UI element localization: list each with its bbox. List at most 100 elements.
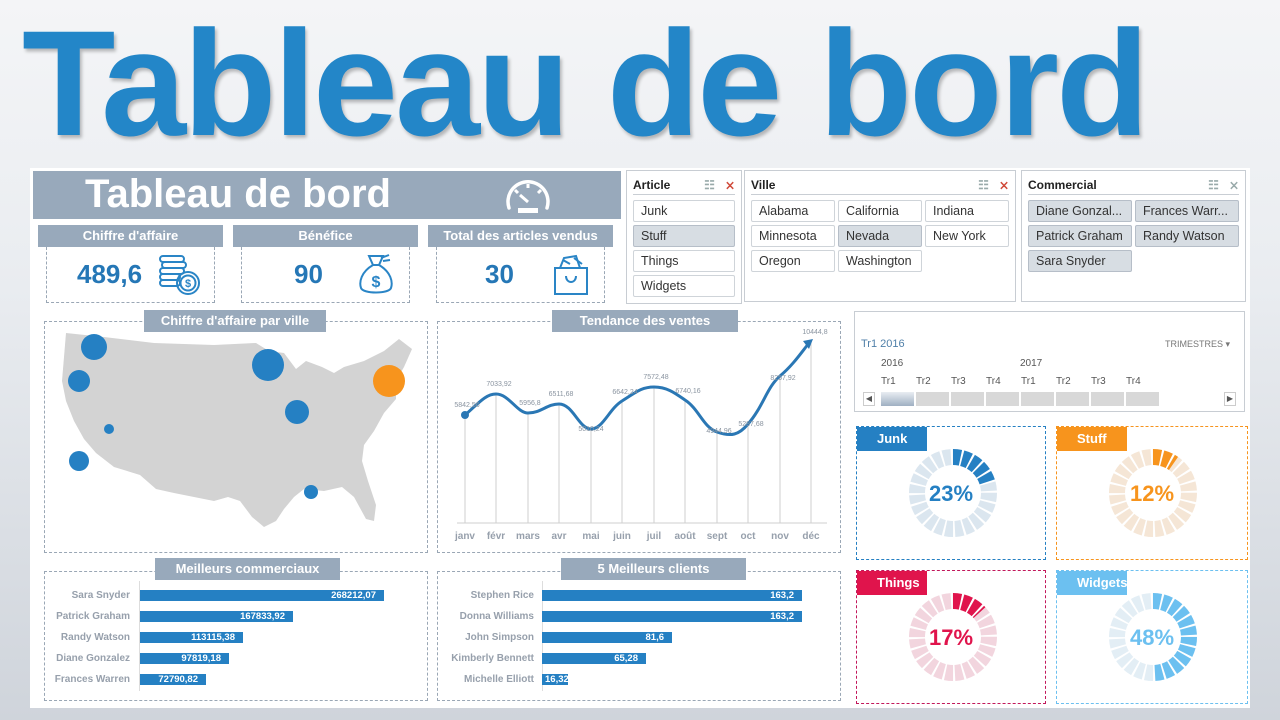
donut-label: Things — [857, 571, 927, 595]
multi-select-icon[interactable]: ☷ — [1208, 177, 1219, 192]
timeline-cell[interactable] — [951, 392, 984, 406]
slicer-item-oregon[interactable]: Oregon — [751, 250, 835, 272]
timeline-scroll-left[interactable]: ◀ — [863, 392, 875, 406]
slicer-item-diane-gonzalez[interactable]: Diane Gonzal... — [1028, 200, 1132, 222]
slicer-title: Article — [633, 177, 671, 192]
donut-chart-things — [909, 593, 997, 681]
slicer-item-patrick-graham[interactable]: Patrick Graham — [1028, 225, 1132, 247]
bubble-oregon — [68, 370, 90, 392]
bar-row: Randy Watson 113115,38 — [44, 631, 243, 643]
slicer-commercial: Commercial ☷ ⨯ Diane Gonzal... Frances W… — [1021, 170, 1246, 302]
bubble-indiana — [285, 400, 309, 424]
svg-text:$: $ — [372, 274, 381, 291]
donut-chart-stuff — [1109, 449, 1197, 537]
point-label: 5010,24 — [578, 426, 603, 433]
donut-card-things: Things 17% — [856, 570, 1046, 704]
kpi-card-revenue: Chiffre d'affaire 489,6 $ — [38, 225, 223, 303]
bar-row: Patrick Graham 167833,92 — [44, 610, 293, 622]
slicer-item-indiana[interactable]: Indiana — [925, 200, 1009, 222]
bubble-washington — [81, 334, 107, 360]
sales-trend-line — [464, 342, 811, 437]
multi-select-icon[interactable]: ☷ — [978, 177, 989, 192]
point-label: 8257,92 — [770, 375, 795, 382]
svg-text:juil: juil — [646, 531, 662, 542]
slicer-item-minnesota[interactable]: Minnesota — [751, 225, 835, 247]
slicer-item-stuff[interactable]: Stuff — [633, 225, 735, 247]
slicer-item-widgets[interactable]: Widgets — [633, 275, 735, 297]
clear-filter-icon[interactable]: ⨯ — [724, 177, 735, 192]
timeline-slicer: Tr1 2016 TRIMESTRES ▾ 2016 2017 Tr1 Tr2 … — [854, 311, 1245, 412]
timeline-level-dropdown[interactable]: TRIMESTRES ▾ — [1164, 339, 1230, 349]
timeline-year: 2017 — [1020, 358, 1043, 369]
slicer-item-washington[interactable]: Washington — [838, 250, 922, 272]
clear-filter-icon[interactable]: ⨯ — [998, 177, 1009, 192]
donut-card-stuff: Stuff 12% — [1056, 426, 1248, 560]
multi-select-icon[interactable]: ☷ — [704, 177, 715, 192]
bar-row: Stephen Rice 163,2 — [437, 589, 802, 601]
point-label: 5287,68 — [738, 421, 763, 428]
slicer-item-frances-warren[interactable]: Frances Warr... — [1135, 200, 1239, 222]
banner-title: Tableau de bord — [22, 0, 1149, 167]
slicer-item-alabama[interactable]: Alabama — [751, 200, 835, 222]
bar-row: John Simpson 81,6 — [437, 631, 672, 643]
sales-trend-title: Tendance des ventes — [552, 310, 738, 332]
timeline-cell[interactable] — [916, 392, 949, 406]
slicer-item-randy-watson[interactable]: Randy Watson — [1135, 225, 1239, 247]
svg-text:janv: janv — [454, 531, 475, 542]
clear-filter-icon[interactable]: ⨯ — [1228, 177, 1239, 192]
slicer-item-junk[interactable]: Junk — [633, 200, 735, 222]
svg-text:sept: sept — [707, 531, 728, 542]
timeline-year: 2016 — [881, 358, 904, 369]
bar-row: Kimberly Bennett 65,28 — [437, 652, 646, 664]
donut-label: Stuff — [1057, 427, 1127, 451]
timeline-cell[interactable] — [1126, 392, 1159, 406]
timeline-cell[interactable] — [986, 392, 1019, 406]
top-sales-title: Meilleurs commerciaux — [155, 558, 340, 580]
slicer-item-things[interactable]: Things — [633, 250, 735, 272]
kpi-label: Bénéfice — [233, 225, 418, 247]
donut-label: Junk — [857, 427, 927, 451]
slicer-item-sara-snyder[interactable]: Sara Snyder — [1028, 250, 1132, 272]
slicer-item-nevada[interactable]: Nevada — [838, 225, 922, 247]
donut-chart-widgets — [1109, 593, 1197, 681]
bubble-new-york — [373, 365, 405, 397]
timeline-cell[interactable] — [1021, 392, 1054, 406]
slicer-item-california[interactable]: California — [838, 200, 922, 222]
svg-text:$: $ — [185, 278, 191, 290]
svg-text:avr: avr — [551, 531, 566, 542]
timeline-cell[interactable] — [1091, 392, 1124, 406]
bar-row: Donna Williams 163,2 — [437, 610, 802, 622]
point-label: 10444,8 — [802, 329, 827, 336]
timeline-cell-selected[interactable] — [881, 392, 914, 406]
point-label: 7033,92 — [486, 381, 511, 388]
bubble-nevada — [104, 424, 114, 434]
kpi-card-profit: Bénéfice 90 $ — [233, 225, 418, 303]
timeline-cell[interactable] — [1056, 392, 1089, 406]
bar-row: Frances Warren 72790,82 — [44, 673, 206, 685]
coins-dollar-icon: $ — [159, 254, 200, 295]
slicer-title: Ville — [751, 177, 776, 192]
svg-text:juin: juin — [612, 531, 631, 542]
bar-row: Sara Snyder 268212,07 — [44, 589, 384, 601]
timeline-quarters: Tr1 Tr2 Tr3 Tr4 Tr1 Tr2 Tr3 Tr4 — [881, 376, 1141, 387]
sales-trend-chart: 5842,56 7033,92 5956,8 6511,68 5010,24 6… — [454, 329, 828, 542]
donut-label: Widgets — [1057, 571, 1127, 595]
shopping-bag-icon — [554, 254, 588, 295]
point-label: 6740,16 — [675, 388, 700, 395]
slicer-item-new-york[interactable]: New York — [925, 225, 1009, 247]
money-bag-icon: $ — [359, 253, 393, 293]
svg-text:févr: févr — [487, 531, 505, 542]
slicer-title: Commercial — [1028, 177, 1097, 192]
kpi-value: 489,6 — [77, 259, 143, 289]
kpi-card-items-sold: Total des articles vendus 30 — [428, 225, 613, 303]
bar-row: Michelle Elliott 16,32 — [463, 673, 568, 685]
timeline-scroll-right[interactable]: ▶ — [1224, 392, 1236, 406]
slicer-article: Article ☷ ⨯ Junk Stuff Things Widgets — [626, 170, 742, 304]
map-panel-title: Chiffre d'affaire par ville — [144, 310, 326, 332]
bubble-minnesota — [252, 349, 284, 381]
donut-percentage: 17% — [928, 625, 974, 650]
usa-bubble-map — [62, 333, 412, 527]
speedometer-icon — [506, 180, 550, 213]
point-label: 6511,68 — [549, 391, 574, 398]
svg-text:août: août — [674, 531, 696, 542]
